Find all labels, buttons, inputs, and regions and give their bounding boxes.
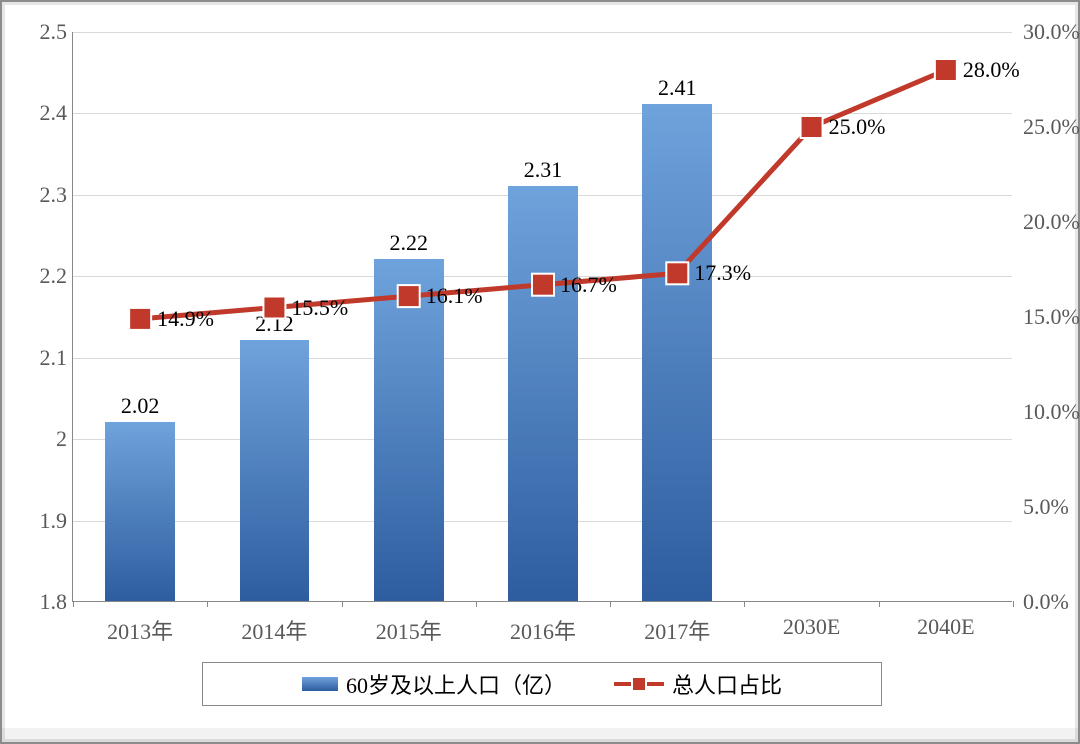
y-left-tick: 1.9 bbox=[23, 508, 67, 534]
x-tick: 2014年 bbox=[241, 614, 307, 646]
y-left-tick: 2 bbox=[23, 426, 67, 452]
line-value-label: 14.9% bbox=[157, 306, 214, 332]
bottom-edge-shadow bbox=[2, 728, 1078, 742]
x-tick: 2030E bbox=[783, 614, 840, 640]
legend-label: 60岁及以上人口（亿） bbox=[346, 668, 566, 700]
line-value-label: 16.1% bbox=[426, 283, 483, 309]
y-left-tick: 2.5 bbox=[23, 19, 67, 45]
x-tick: 2015年 bbox=[376, 614, 442, 646]
legend-label: 总人口占比 bbox=[672, 668, 782, 700]
y-right-tick: 30.0% bbox=[1023, 19, 1080, 45]
line-marker bbox=[666, 262, 688, 284]
x-tick: 2016年 bbox=[510, 614, 576, 646]
y-right-tick: 25.0% bbox=[1023, 114, 1080, 140]
plot-area: 1.81.922.12.22.32.42.50.0%5.0%10.0%15.0%… bbox=[72, 32, 1012, 602]
y-right-tick: 15.0% bbox=[1023, 304, 1080, 330]
line-marker bbox=[263, 297, 285, 319]
legend-item: 60岁及以上人口（亿） bbox=[302, 668, 566, 700]
legend-item: 总人口占比 bbox=[614, 668, 782, 700]
y-left-tick: 2.4 bbox=[23, 100, 67, 126]
y-left-tick: 1.8 bbox=[23, 589, 67, 615]
population-aging-chart: 1.8 1.9 2 2.1 2.2 2.3 2.4 2.5 0.0% 5.0% 10.0% 15.0%… bbox=[0, 0, 1080, 744]
legend-swatch-line-icon bbox=[614, 676, 664, 692]
x-tick-mark bbox=[1013, 601, 1014, 607]
y-right-tick: 0.0% bbox=[1023, 589, 1069, 615]
x-tick: 2040E bbox=[917, 614, 974, 640]
legend: 60岁及以上人口（亿） 总人口占比 bbox=[202, 662, 882, 706]
line-marker bbox=[532, 274, 554, 296]
line-value-label: 15.5% bbox=[291, 295, 348, 321]
y-right-tick: 20.0% bbox=[1023, 209, 1080, 235]
line-value-label: 28.0% bbox=[963, 57, 1020, 83]
legend-swatch-bar-icon bbox=[302, 677, 338, 691]
line-marker bbox=[801, 116, 823, 138]
y-left-tick: 2.3 bbox=[23, 182, 67, 208]
line-value-label: 25.0% bbox=[829, 114, 886, 140]
y-left-tick: 2.2 bbox=[23, 263, 67, 289]
x-tick: 2017年 bbox=[644, 614, 710, 646]
line-marker bbox=[129, 308, 151, 330]
line-value-label: 16.7% bbox=[560, 272, 617, 298]
line-marker bbox=[398, 285, 420, 307]
line-value-label: 17.3% bbox=[694, 260, 751, 286]
y-right-tick: 10.0% bbox=[1023, 399, 1080, 425]
line-marker bbox=[935, 59, 957, 81]
y-left-tick: 2.1 bbox=[23, 345, 67, 371]
x-tick: 2013年 bbox=[107, 614, 173, 646]
y-right-tick: 5.0% bbox=[1023, 494, 1069, 520]
